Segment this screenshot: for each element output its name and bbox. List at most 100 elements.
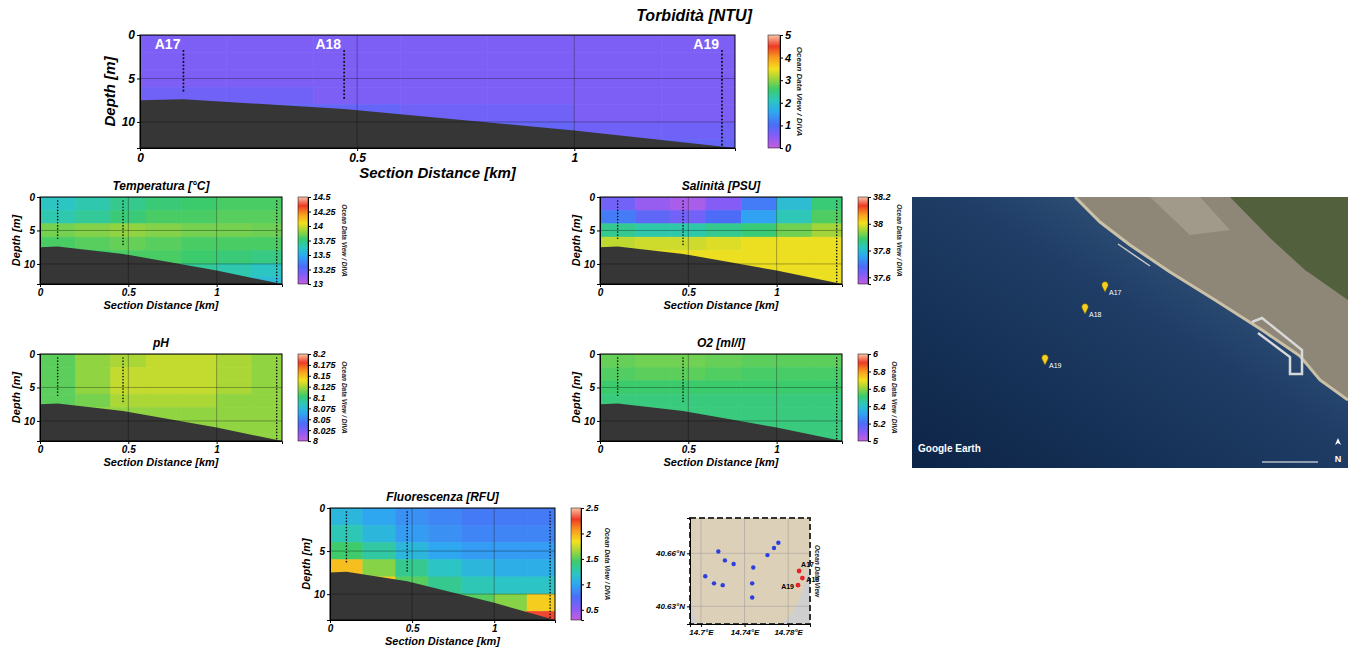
tick-label: 8.075	[313, 404, 337, 414]
tick: 0.5	[581, 605, 600, 615]
tick: 14	[308, 221, 323, 231]
grid-line	[600, 230, 842, 231]
tick: 2	[581, 529, 591, 539]
tick-label: 5	[29, 382, 35, 393]
grid-line	[690, 606, 810, 607]
tick: 5	[589, 382, 600, 393]
tick-label: 14.7°E	[689, 628, 714, 637]
tick-mark	[37, 421, 40, 422]
axis: 00.51	[38, 284, 283, 298]
tick-label: 5.4	[873, 402, 886, 412]
tick: 8	[308, 436, 318, 446]
axis-line	[327, 509, 331, 621]
cell	[227, 87, 314, 104]
cell	[252, 264, 282, 277]
grid-line	[690, 553, 810, 554]
tick: 8.125	[308, 382, 337, 392]
x-axis-title: Section Distance [km]	[664, 456, 779, 468]
tick: 5.2	[868, 419, 886, 429]
cast	[346, 512, 348, 564]
axis: 0.511.522.5	[581, 503, 600, 620]
cell	[461, 577, 494, 594]
tick-label: 37.8	[873, 246, 891, 256]
tick-mark	[581, 559, 584, 560]
grid-line	[330, 551, 555, 552]
tick-label: 40.66°N	[655, 549, 685, 558]
panel-title: O2 [ml/l]	[697, 336, 746, 350]
tick-mark	[308, 226, 311, 227]
tick-label: 0	[319, 503, 325, 514]
cell	[494, 577, 527, 594]
cell	[429, 525, 462, 542]
grid-line	[140, 121, 735, 122]
seafloor	[330, 572, 555, 620]
section-panel: 00.510510Temperatura [°C]Section Distanc…	[10, 179, 348, 311]
tick: 0	[38, 284, 44, 298]
cell	[252, 354, 282, 367]
grid-line	[412, 508, 413, 620]
cell	[741, 210, 776, 223]
tick-mark	[308, 398, 311, 399]
axis-line	[597, 355, 601, 442]
credit: Ocean Data View / DIVA	[891, 361, 898, 434]
plot-area	[600, 354, 842, 441]
grid-line	[40, 230, 282, 231]
axis-line	[869, 355, 872, 442]
cell	[227, 52, 314, 69]
axis-line	[869, 198, 872, 285]
tick-label: 14.74°E	[731, 628, 760, 637]
tick-mark	[308, 430, 311, 431]
tick-mark	[581, 610, 584, 611]
grid-line	[494, 508, 495, 620]
tick-label: 5	[873, 436, 879, 446]
station-point	[712, 581, 716, 585]
tick-label: 1	[774, 287, 780, 298]
cell	[252, 367, 282, 380]
x-axis-title: Section Distance [km]	[359, 164, 517, 181]
tick-label: 1	[214, 444, 220, 455]
axis-line	[37, 355, 41, 442]
colorbar	[571, 508, 581, 620]
pin	[1042, 355, 1048, 365]
grid-line	[776, 197, 777, 284]
tick-mark	[780, 80, 783, 81]
cell	[217, 251, 252, 264]
axis: 00.51	[598, 284, 843, 298]
tick-label: 5	[128, 72, 135, 86]
cell	[812, 394, 842, 407]
tick-label: 40.63°N	[655, 602, 685, 611]
cell	[527, 594, 555, 611]
cell	[181, 354, 216, 367]
pin	[1102, 282, 1108, 292]
y-axis-title: Depth [m]	[101, 56, 118, 127]
tick: 1.5	[581, 554, 600, 564]
map-panel: A17A18A1914.7°E14.74°E14.78°E40.63°N40.6…	[655, 518, 821, 637]
tick: 8.025	[308, 426, 337, 436]
cell	[777, 354, 812, 367]
tick-mark	[308, 255, 311, 256]
tick-label: 10	[584, 416, 596, 427]
cast	[122, 358, 124, 404]
tick-mark	[37, 387, 40, 388]
axis: 012345	[780, 29, 792, 154]
tick-label: 5	[29, 225, 35, 236]
cell	[494, 560, 527, 577]
tick: 40.66°N	[655, 549, 690, 558]
grid-line	[330, 594, 555, 595]
seafloor	[600, 247, 842, 284]
cell	[363, 525, 396, 542]
tick-label: 1	[774, 444, 780, 455]
tick-label: 8.025	[313, 426, 337, 436]
axis: 0510	[24, 349, 41, 442]
tick: 1	[492, 620, 498, 634]
tick: 0.5	[122, 441, 136, 455]
tick-label: 8	[313, 436, 318, 446]
plot-area	[690, 518, 810, 624]
tick-mark	[308, 284, 311, 285]
tick: 0	[319, 503, 330, 514]
colorbar	[768, 35, 780, 148]
tick-label: 8.05	[313, 415, 332, 425]
cell	[181, 251, 216, 264]
x-axis-title: Section Distance [km]	[104, 456, 219, 468]
credit: Ocean Data View / DIVA	[795, 47, 804, 137]
